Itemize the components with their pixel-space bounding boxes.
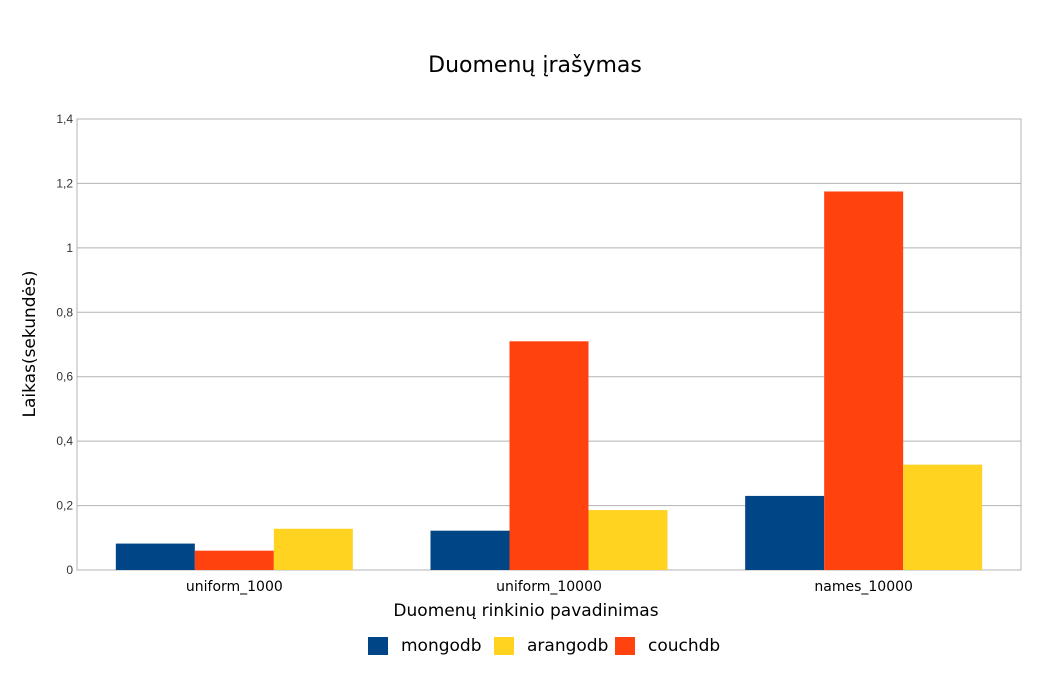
- bar-couchdb-uniform_1000: [194, 550, 274, 570]
- x-axis-title: Duomenų rinkinio pavadinimas: [393, 601, 658, 621]
- bar-couchdb-uniform_10000: [509, 341, 589, 570]
- bar-mongodb-uniform_1000: [115, 543, 195, 570]
- legend-label-couchdb: couchdb: [648, 636, 720, 656]
- x-tick-labels: uniform_1000 uniform_10000 names_10000: [186, 579, 913, 595]
- y-tick-label: 0,8: [56, 305, 73, 319]
- chart-title: Duomenų įrašymas: [428, 53, 642, 78]
- x-tick-label: uniform_1000: [186, 579, 283, 595]
- legend-swatch-couchdb: [615, 637, 635, 655]
- bar-arangodb-uniform_1000: [273, 528, 353, 570]
- legend-swatch-arangodb: [494, 637, 514, 655]
- y-tick-label: 1: [66, 241, 73, 255]
- y-axis-title: Laikas(sekundės): [20, 271, 40, 418]
- bar-mongodb-uniform_10000: [430, 530, 510, 570]
- legend-swatch-mongodb: [368, 637, 388, 655]
- y-tick-label: 0,4: [56, 434, 73, 448]
- y-tick-label: 1,2: [56, 176, 73, 190]
- bar-arangodb-uniform_10000: [588, 510, 668, 570]
- y-tick-label: 1,4: [56, 112, 73, 126]
- y-tick-labels: 0 0,2 0,4 0,6 0,8 1 1,2 1,4: [56, 112, 73, 577]
- y-tick-label: 0: [66, 563, 73, 577]
- legend: mongodb arangodb couchdb: [368, 636, 720, 656]
- x-tick-label: names_10000: [814, 579, 913, 595]
- bars: [115, 191, 983, 570]
- legend-label-arangodb: arangodb: [527, 636, 608, 656]
- y-tick-label: 0,6: [56, 370, 73, 384]
- y-tick-label: 0,2: [56, 499, 73, 513]
- bar-arangodb-names_10000: [903, 464, 983, 570]
- bar-couchdb-names_10000: [824, 191, 904, 570]
- legend-label-mongodb: mongodb: [401, 636, 482, 656]
- bar-mongodb-names_10000: [745, 495, 825, 570]
- x-tick-label: uniform_10000: [496, 579, 602, 595]
